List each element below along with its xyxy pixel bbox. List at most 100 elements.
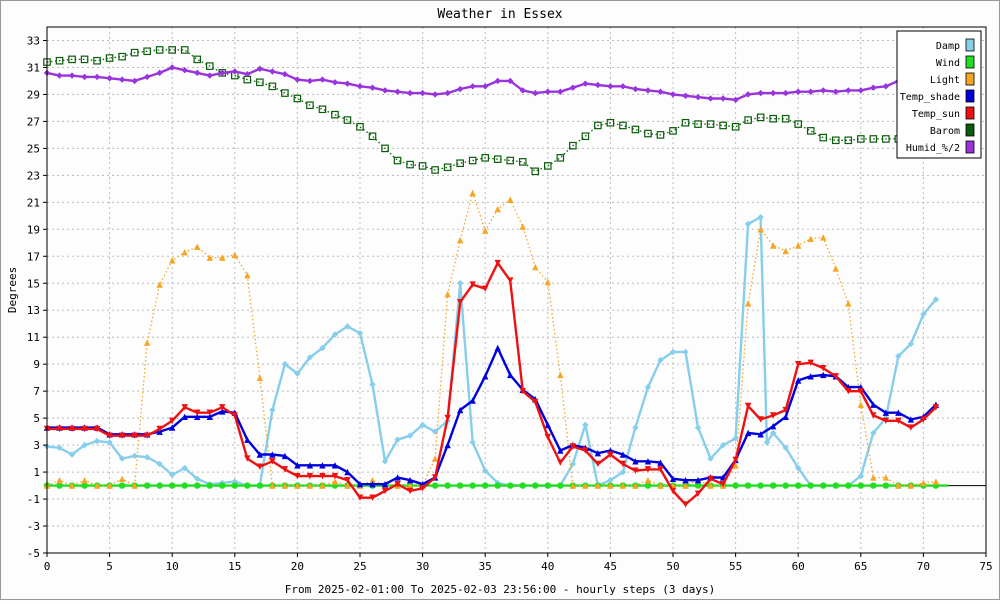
data-point-humid-2 (845, 87, 852, 94)
data-point-temp-sun (707, 475, 714, 483)
data-point-wind (544, 482, 551, 489)
data-point-damp (394, 436, 401, 443)
y-tick-label: 3 (33, 439, 40, 452)
data-point-barom (543, 162, 552, 170)
data-point-wind (118, 482, 126, 489)
data-point-wind (795, 482, 802, 489)
data-point-light (782, 247, 789, 255)
data-point-light (870, 474, 877, 481)
data-point-temp-shade (657, 459, 664, 466)
data-point-light (106, 482, 113, 489)
data-point-temp-sun (194, 409, 201, 416)
data-point-humid-2 (294, 76, 301, 83)
data-point-light (744, 300, 752, 307)
data-point-barom (343, 116, 352, 124)
data-point-temp-shade (469, 397, 476, 404)
data-point-wind (744, 482, 752, 489)
data-point-barom (656, 131, 665, 139)
data-point-temp-sun (669, 487, 677, 495)
data-point-damp (669, 348, 677, 356)
data-point-light (56, 476, 63, 484)
data-point-light (757, 226, 764, 233)
data-point-barom (819, 133, 828, 142)
data-point-temp-shade (882, 409, 890, 416)
data-point-temp-sun (156, 425, 163, 433)
data-point-damp (381, 458, 389, 465)
data-point-barom (506, 156, 515, 165)
data-point-light (231, 251, 238, 259)
data-point-temp-shade (344, 468, 351, 476)
data-point-temp-shade (632, 458, 639, 465)
data-point-wind (482, 482, 489, 489)
data-point-wind (494, 482, 501, 489)
data-point-barom (193, 55, 202, 64)
data-point-humid-2 (707, 95, 714, 102)
data-point-barom (118, 52, 126, 61)
data-point-wind (469, 482, 476, 489)
data-point-barom (794, 120, 803, 128)
data-point-humid-2 (769, 89, 777, 97)
data-point-barom (68, 55, 76, 64)
y-tick-label: 19 (27, 223, 40, 236)
series-line-barom (46, 49, 936, 172)
data-point-light (143, 339, 151, 346)
data-point-damp (694, 424, 702, 431)
y-tick-label: -3 (27, 520, 40, 533)
data-point-temp-shade (381, 481, 389, 488)
data-point-damp (106, 439, 113, 446)
legend-label-humid-2: Humid_%/2 (906, 143, 960, 154)
legend-swatch-light (965, 72, 975, 86)
data-point-barom (706, 120, 715, 128)
data-point-barom (318, 105, 327, 114)
data-point-temp-sun (56, 425, 63, 433)
data-point-damp (719, 441, 727, 449)
data-point-humid-2 (219, 69, 226, 77)
data-point-temp-shade (482, 373, 489, 380)
data-point-light (131, 482, 138, 489)
data-point-light (845, 300, 852, 307)
data-point-temp-shade (619, 451, 627, 458)
data-point-barom (331, 110, 339, 119)
data-point-temp-shade (795, 377, 802, 384)
data-point-humid-2 (194, 69, 201, 77)
data-point-light (882, 474, 890, 481)
data-point-temp-shade (807, 373, 814, 380)
data-point-temp-shade (744, 429, 752, 437)
data-point-damp (68, 451, 76, 458)
data-point-temp-sun (269, 458, 276, 465)
data-point-light (194, 243, 201, 251)
data-point-temp-sun (744, 402, 752, 410)
data-point-temp-sun (406, 487, 414, 495)
legend-label-barom: Barom (930, 126, 960, 137)
y-tick-label: 21 (27, 196, 40, 209)
x-tick-label: 50 (666, 560, 679, 573)
data-point-humid-2 (594, 81, 602, 89)
data-point-damp (456, 280, 464, 287)
data-point-barom (205, 62, 214, 70)
x-tick-label: 40 (541, 560, 554, 573)
x-tick-label: 35 (479, 560, 492, 573)
data-point-temp-sun (732, 456, 739, 464)
x-tick-label: 30 (416, 560, 429, 573)
data-point-temp-sun (832, 373, 839, 380)
data-point-damp (344, 323, 351, 330)
data-point-light (482, 227, 489, 234)
x-tick-label: 20 (291, 560, 304, 573)
data-point-temp-sun (81, 425, 88, 433)
data-point-light (331, 478, 339, 485)
data-point-humid-2 (857, 87, 864, 94)
data-point-light (644, 476, 652, 484)
data-point-barom (731, 123, 740, 131)
data-point-light (544, 278, 551, 286)
data-point-damp (907, 340, 915, 348)
series-line-temp-shade (47, 346, 937, 486)
data-point-temp-sun (294, 472, 301, 480)
data-point-light (68, 482, 76, 489)
data-point-damp (657, 356, 664, 364)
data-point-light (444, 290, 451, 298)
data-point-humid-2 (319, 76, 326, 83)
data-point-light (118, 475, 126, 483)
data-point-barom (468, 156, 477, 165)
data-point-humid-2 (832, 88, 839, 95)
